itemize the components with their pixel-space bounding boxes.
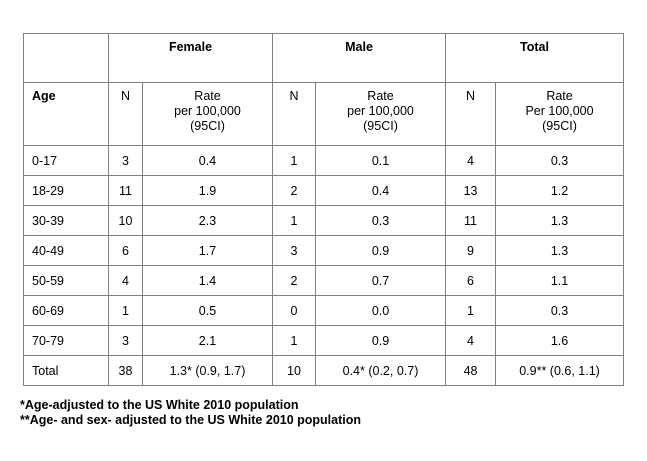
cell-n-total: 11 — [445, 205, 497, 236]
col-header-n-male: N — [272, 82, 316, 146]
cell-n-male: 0 — [272, 295, 316, 326]
cell-n-total: 4 — [445, 325, 497, 356]
cell-n-male: 1 — [272, 145, 316, 176]
cell-rate-female: 2.3 — [142, 205, 273, 236]
cell-rate-male: 0.4* (0.2, 0.7) — [314, 355, 447, 386]
cell-n-male: 1 — [272, 205, 316, 236]
cell-rate-total: 1.6 — [495, 325, 625, 356]
table-row-total: Total 38 1.3* (0.9, 1.7) 10 0.4* (0.2, 0… — [23, 355, 625, 386]
table-row: 50-59 4 1.4 2 0.7 6 1.1 — [23, 265, 625, 296]
col-header-age: Age — [23, 82, 109, 146]
group-header-row: Female Male Total — [23, 33, 625, 83]
cell-n-female: 1 — [108, 295, 143, 326]
cell-rate-female: 0.5 — [142, 295, 273, 326]
group-header-total: Total — [445, 33, 625, 83]
table-row: 18-29 11 1.9 2 0.4 13 1.2 — [23, 175, 625, 206]
cell-n-total: 9 — [445, 235, 497, 266]
cell-rate-total: 0.3 — [495, 295, 625, 326]
cell-n-male: 10 — [272, 355, 316, 386]
cell-n-female: 4 — [108, 265, 143, 296]
cell-rate-male: 0.9 — [314, 325, 447, 356]
cell-rate-male: 0.0 — [314, 295, 447, 326]
table-row: 0-17 3 0.4 1 0.1 4 0.3 — [23, 145, 625, 176]
col-header-rate-male: Rate per 100,000 (95CI) — [314, 82, 447, 146]
cell-age-label: 60-69 — [23, 295, 109, 326]
cell-age-label: Total — [23, 355, 109, 386]
cell-n-male: 2 — [272, 175, 316, 206]
col-header-rate-total: Rate Per 100,000 (95CI) — [495, 82, 625, 146]
cell-rate-total: 1.2 — [495, 175, 625, 206]
cell-n-total: 13 — [445, 175, 497, 206]
table-row: 30-39 10 2.3 1 0.3 11 1.3 — [23, 205, 625, 236]
cell-rate-female: 1.3* (0.9, 1.7) — [142, 355, 273, 386]
rates-by-age-sex-table: Female Male Total Age N Rate per 100,000… — [23, 33, 625, 386]
cell-n-total: 48 — [445, 355, 497, 386]
cell-age-label: 40-49 — [23, 235, 109, 266]
cell-age-label: 30-39 — [23, 205, 109, 236]
cell-n-male: 2 — [272, 265, 316, 296]
column-header-row: Age N Rate per 100,000 (95CI) N Rate per… — [23, 82, 625, 146]
table-row: 40-49 6 1.7 3 0.9 9 1.3 — [23, 235, 625, 266]
cell-age-label: 18-29 — [23, 175, 109, 206]
cell-n-female: 6 — [108, 235, 143, 266]
group-header-male: Male — [271, 33, 447, 83]
cell-rate-male: 0.3 — [314, 205, 447, 236]
cell-rate-total: 0.9** (0.6, 1.1) — [495, 355, 625, 386]
col-header-n-total: N — [445, 82, 497, 146]
cell-rate-female: 1.4 — [142, 265, 273, 296]
cell-rate-male: 0.1 — [314, 145, 447, 176]
cell-n-female: 3 — [108, 325, 143, 356]
cell-rate-male: 0.4 — [314, 175, 447, 206]
table-row: 70-79 3 2.1 1 0.9 4 1.6 — [23, 325, 625, 356]
footnote-line: **Age- and sex- adjusted to the US White… — [20, 413, 362, 427]
cell-age-label: 0-17 — [23, 145, 109, 176]
cell-rate-female: 0.4 — [142, 145, 273, 176]
cell-n-female: 11 — [108, 175, 143, 206]
cell-n-male: 1 — [272, 325, 316, 356]
cell-rate-total: 1.3 — [495, 235, 625, 266]
cell-n-female: 3 — [108, 145, 143, 176]
cell-n-female: 38 — [108, 355, 143, 386]
cell-rate-total: 0.3 — [495, 145, 625, 176]
cell-rate-male: 0.7 — [314, 265, 447, 296]
col-header-n-female: N — [108, 82, 143, 146]
cell-n-female: 10 — [108, 205, 143, 236]
footnotes: *Age-adjusted to the US White 2010 popul… — [20, 398, 361, 428]
cell-age-label: 50-59 — [23, 265, 109, 296]
corner-cell-empty — [23, 33, 109, 83]
cell-rate-total: 1.1 — [495, 265, 625, 296]
cell-n-total: 1 — [445, 295, 497, 326]
group-header-female: Female — [108, 33, 273, 83]
cell-rate-female: 1.7 — [142, 235, 273, 266]
rates-table-container: Female Male Total Age N Rate per 100,000… — [23, 33, 625, 386]
cell-rate-female: 2.1 — [142, 325, 273, 356]
cell-n-total: 6 — [445, 265, 497, 296]
cell-n-total: 4 — [445, 145, 497, 176]
table-row: 60-69 1 0.5 0 0.0 1 0.3 — [23, 295, 625, 326]
cell-age-label: 70-79 — [23, 325, 109, 356]
cell-n-male: 3 — [272, 235, 316, 266]
cell-rate-total: 1.3 — [495, 205, 625, 236]
cell-rate-male: 0.9 — [314, 235, 447, 266]
col-header-rate-female: Rate per 100,000 (95CI) — [142, 82, 273, 146]
footnote-line: *Age-adjusted to the US White 2010 popul… — [20, 398, 299, 412]
cell-rate-female: 1.9 — [142, 175, 273, 206]
